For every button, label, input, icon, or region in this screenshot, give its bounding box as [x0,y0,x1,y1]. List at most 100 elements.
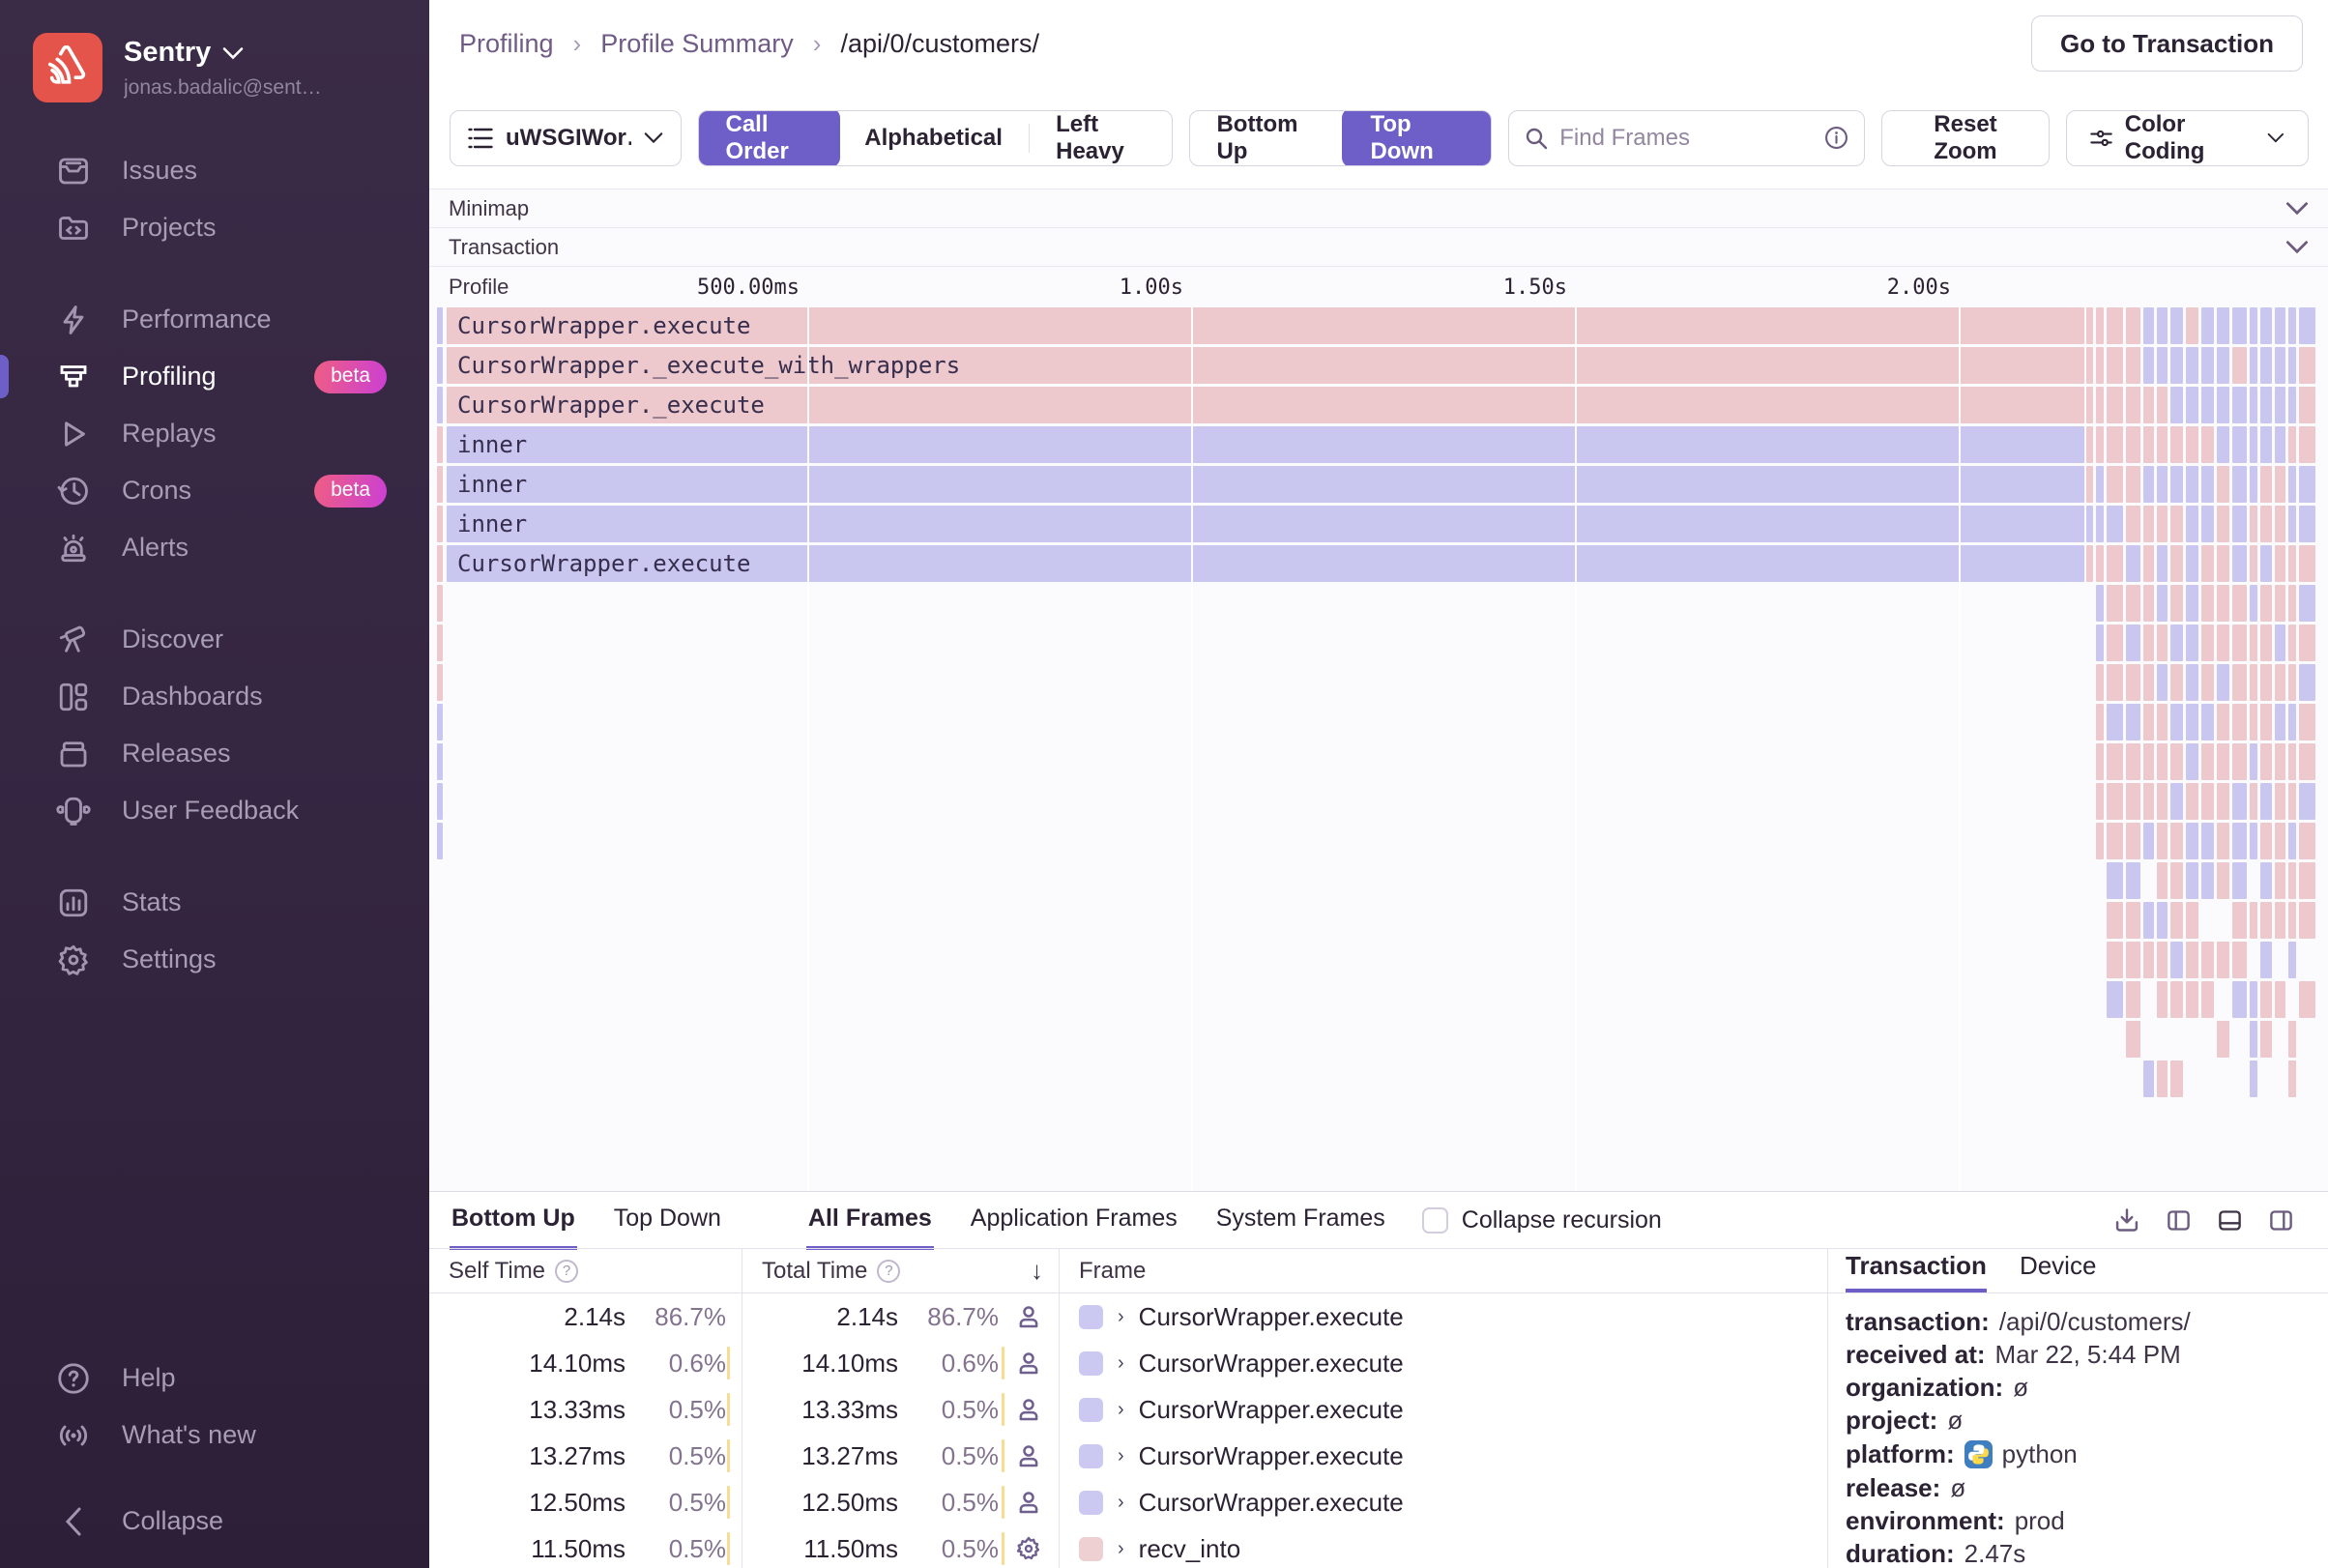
flame-bar-small[interactable] [2275,347,2285,384]
flame-bar-small[interactable] [2096,307,2104,344]
flame-bar-small[interactable] [2096,664,2104,701]
flame-bar-small[interactable] [2217,823,2229,859]
self-time-cell[interactable]: 12.50ms 0.5% [429,1479,742,1525]
flame-bar-small[interactable] [2096,466,2104,503]
flame-bar-small[interactable] [2170,783,2183,820]
sort-option-left-heavy[interactable]: Left Heavy [1056,110,1124,164]
flame-bar-small[interactable] [2201,387,2214,423]
tab-top-down[interactable]: Top Down [613,1204,721,1232]
flame-bar-small[interactable] [2275,704,2285,740]
flame-bar-small[interactable] [2288,1021,2296,1058]
flame-bar-small[interactable] [2217,506,2229,542]
flame-bar-small[interactable] [2186,823,2198,859]
flame-bar-small[interactable] [2186,347,2198,384]
flame-bar-small[interactable] [2250,1060,2257,1097]
flame-bar-small[interactable] [2260,506,2272,542]
flame-bar-small[interactable] [2201,624,2214,661]
flame-bar-small[interactable] [2170,664,2183,701]
sidebar-item-projects[interactable]: Projects [0,199,429,256]
details-tab-device[interactable]: Device [2019,1251,2097,1280]
flame-bar-small[interactable] [2107,624,2123,661]
flame-bar-small[interactable] [2288,664,2296,701]
flame-bar-small[interactable] [2126,862,2140,899]
flame-bar-small[interactable] [437,506,443,542]
flame-bar-small[interactable] [2299,823,2315,859]
flame-bar-small[interactable] [2288,347,2296,384]
expand-chevron-icon[interactable]: › [1118,1537,1124,1559]
sort-option-alphabetical[interactable]: Alphabetical [864,124,1003,151]
color-coding-select[interactable]: Color Coding [2065,109,2309,166]
flame-bar-small[interactable] [2157,585,2168,622]
flame-bar-small[interactable] [2250,426,2257,463]
flame-bar-small[interactable] [2143,902,2154,939]
flame-bar-small[interactable] [2275,466,2285,503]
flame-bar-small[interactable] [2217,942,2229,978]
flame-bar[interactable]: inner [447,466,2084,503]
flame-bar-small[interactable] [2143,704,2154,740]
flame-bar-small[interactable] [2170,704,2183,740]
chevron-down-icon[interactable] [2285,201,2309,216]
sidebar-item-dashboards[interactable]: Dashboards [0,668,429,725]
flame-bar-small[interactable] [2299,426,2315,463]
flame-bar-small[interactable] [2170,466,2183,503]
flame-bar-small[interactable] [2232,823,2247,859]
flame-bar-small[interactable] [2250,981,2257,1018]
flame-bar-small[interactable] [2086,426,2093,463]
flame-bar-small[interactable] [2126,743,2140,780]
frame-cell[interactable]: › CursorWrapper.execute [1060,1293,1827,1340]
self-time-cell[interactable]: 11.50ms 0.5% [429,1525,742,1568]
flame-bar-small[interactable] [2186,426,2198,463]
flame-bar-small[interactable] [2288,1060,2296,1097]
flame-bar-small[interactable] [2143,545,2154,582]
flame-bar-small[interactable] [2201,862,2214,899]
flame-bar-small[interactable] [2201,664,2214,701]
sidebar-item-alerts[interactable]: Alerts [0,519,429,576]
flame-bar-small[interactable] [2217,1021,2229,1058]
thread-select[interactable]: uWSGIWor… [450,109,682,166]
flame-bar-small[interactable] [2107,902,2123,939]
flame-bar[interactable]: CursorWrapper._execute [447,387,2084,423]
flame-bar-small[interactable] [2143,307,2154,344]
search-input[interactable] [1559,124,1814,152]
flame-bar-small[interactable] [2186,704,2198,740]
flame-bar-small[interactable] [2157,1060,2168,1097]
flame-bar-small[interactable] [2232,347,2247,384]
flame-bar-small[interactable] [2170,347,2183,384]
flame-bar-small[interactable] [2299,347,2315,384]
flame-bar-small[interactable] [2170,862,2183,899]
flame-bar-small[interactable] [2086,545,2093,582]
flame-bar-small[interactable] [2186,902,2198,939]
dock-left-icon[interactable] [2166,1207,2192,1234]
flame-bar-small[interactable] [2299,664,2315,701]
flame-bar-small[interactable] [2232,585,2247,622]
flame-bar-small[interactable] [2250,783,2257,820]
flame-bar-small[interactable] [2096,387,2104,423]
flame-bar-small[interactable] [2096,506,2104,542]
flame-bar-small[interactable] [2126,426,2140,463]
flame-bar[interactable]: inner [447,426,2084,463]
flame-bar-small[interactable] [2170,545,2183,582]
flame-bar-small[interactable] [437,307,443,344]
flame-bar-small[interactable] [2250,823,2257,859]
flame-bar-small[interactable] [2217,743,2229,780]
flame-bar-small[interactable] [2275,981,2285,1018]
flame-bar-small[interactable] [2186,743,2198,780]
flame-bar-small[interactable] [2157,902,2168,939]
flame-bar-small[interactable] [2096,624,2104,661]
sidebar-item-settings[interactable]: Settings [0,931,429,988]
flame-bar-small[interactable] [2260,545,2272,582]
flame-bar-small[interactable] [2143,1060,2154,1097]
flame-bar-small[interactable] [2299,981,2315,1018]
flame-bar[interactable]: CursorWrapper.execute [447,545,2084,582]
flame-bar-small[interactable] [2186,783,2198,820]
sidebar-item-help[interactable]: Help [0,1350,429,1407]
chevron-down-icon[interactable] [2285,240,2309,254]
flame-bar-small[interactable] [2201,823,2214,859]
flame-bar-small[interactable] [2107,545,2123,582]
flame-bar-small[interactable] [2170,624,2183,661]
flame-bar-small[interactable] [2186,981,2198,1018]
org-header[interactable]: Sentry jonas.badalic@sent… [0,0,429,142]
flame-bar-small[interactable] [2107,981,2123,1018]
flame-bar-small[interactable] [2126,664,2140,701]
flame-bar-small[interactable] [2260,981,2272,1018]
